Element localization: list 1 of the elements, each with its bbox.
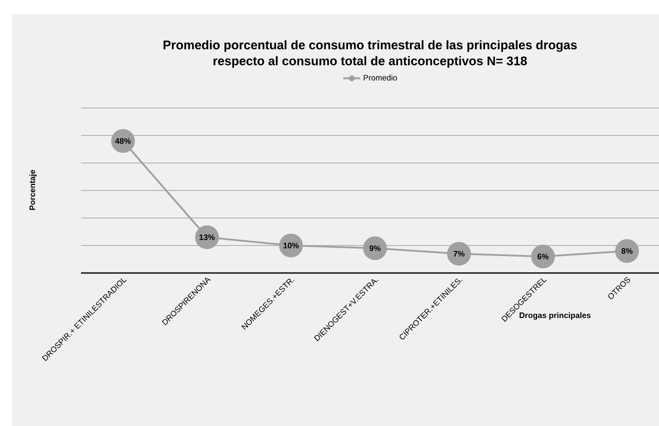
chart-title: Promedio porcentual de consumo trimestral de las principales drogas respecto al consumo total de anticonceptivos N= 318: [164, 40, 577, 68]
